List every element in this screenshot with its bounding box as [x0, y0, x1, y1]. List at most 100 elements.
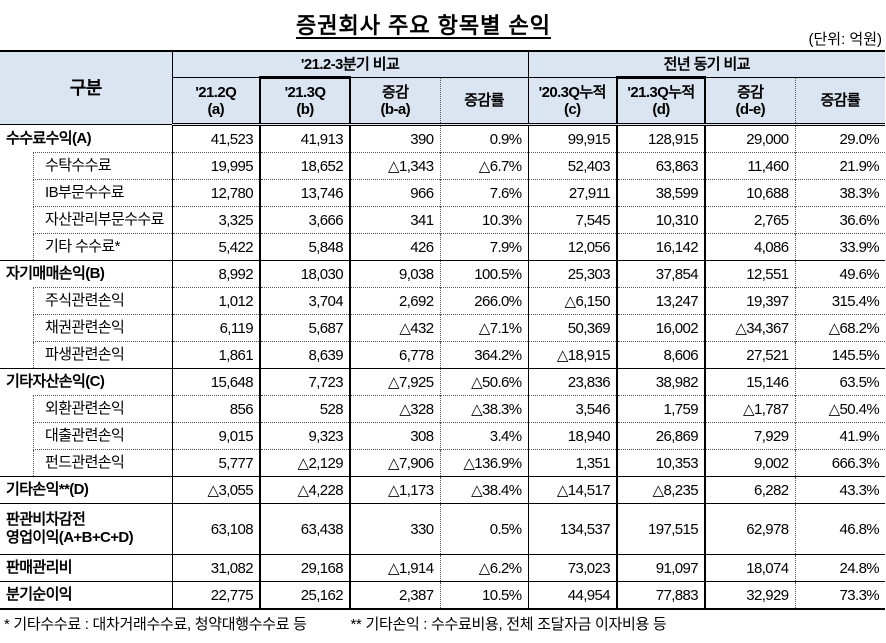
cell-value: 10.3% [439, 206, 529, 234]
column-header-line1: '21.2Q [195, 83, 237, 101]
cell-value: 44,954 [527, 581, 618, 610]
cell-value: 11,460 [704, 152, 796, 180]
cell-value: 128,915 [616, 124, 707, 153]
row-label: 수탁수수료 [0, 151, 172, 180]
cell-value: 12,551 [704, 260, 796, 288]
cell-value: △1,173 [349, 476, 440, 504]
row-label-text: 수탁수수료 [45, 157, 112, 174]
column-header: 증감 (b-a) [349, 77, 440, 126]
row-label-text: 채권관련손익 [45, 319, 125, 336]
cell-value: 9,002 [704, 449, 796, 477]
cell-value: △4,228 [259, 476, 351, 504]
table-row: 판관비차감전 영업이익(A+B+C+D) 63,108 63,438 330 0.5% 13… [0, 503, 886, 555]
cell-value: 63,863 [616, 152, 707, 180]
cell-value: △50.4% [794, 395, 886, 423]
row-label-text: 대출관련손익 [45, 427, 125, 444]
cell-value: △2,129 [259, 449, 351, 477]
row-label: 자산관리부문수수료 [0, 205, 172, 234]
row-label-text: 기타손익**(D) [6, 481, 89, 498]
cell-value: 8,606 [616, 341, 707, 369]
cell-value: 7,545 [527, 206, 618, 234]
cell-value: 3,546 [527, 395, 618, 423]
cell-value: 6,282 [704, 476, 796, 504]
column-header: 증감률 [794, 77, 886, 126]
cell-value: 73.3% [794, 581, 886, 610]
cell-value: 73,023 [527, 554, 618, 582]
cell-value: 666.3% [794, 449, 886, 477]
cell-value: 33.9% [794, 233, 886, 261]
cell-value: 5,777 [171, 449, 260, 477]
column-header-line1: '21.3Q [284, 84, 326, 101]
cell-value: 856 [171, 395, 260, 423]
cell-value: 52,403 [527, 152, 618, 180]
cell-value: 16,142 [616, 233, 707, 261]
table-row: 파생관련손익 1,861 8,639 6,778 364.2% △18,915 8,606 2… [0, 340, 886, 369]
cell-value: 38.3% [794, 179, 886, 207]
column-header-line2: (b) [296, 101, 314, 118]
cell-value: 0.9% [439, 124, 529, 153]
cell-value: 2,387 [349, 581, 440, 610]
row-label-text: 판매관리비 [6, 559, 73, 576]
cell-value: 46.8% [794, 503, 886, 555]
column-header: 증감률 [439, 77, 529, 126]
cell-value: 10.5% [439, 581, 529, 610]
cell-value: 21.9% [794, 152, 886, 180]
cell-value: 91,097 [616, 554, 707, 582]
table-row: IB부문수수료 12,780 13,746 966 7.6% 27,911 38,599 10… [0, 178, 886, 207]
column-header-line1: '21.3Q누적 [627, 84, 695, 101]
table-row: 판매관리비 31,082 29,168 △1,914 △6.2% 73,023 91,097… [0, 554, 886, 582]
cell-value: 134,537 [527, 503, 618, 555]
cell-value: △68.2% [794, 314, 886, 342]
cell-value: △136.9% [439, 449, 529, 477]
cell-value: 7,723 [259, 368, 351, 396]
cell-value: 9,015 [171, 422, 260, 450]
cell-value: 31,082 [171, 554, 260, 582]
cell-value: 2,692 [349, 287, 440, 315]
column-header: 증감 (d-e) [704, 77, 796, 126]
cell-value: 9,038 [349, 260, 440, 288]
cell-value: 22,775 [171, 581, 260, 610]
row-label: 기타 수수료* [0, 232, 172, 261]
unit-label: (단위: 억원) [808, 31, 882, 48]
cell-value: △3,055 [171, 476, 260, 504]
row-label: 외환관련손익 [0, 394, 172, 423]
cell-value: 36.6% [794, 206, 886, 234]
cell-value: 966 [349, 179, 440, 207]
profit-table: 구분 '21.2-3분기 비교 전년 동기 비교 '21.2Q (a) '21.3Q… [0, 50, 886, 610]
row-label-text: 분기순이익 [6, 586, 73, 603]
cell-value: 13,746 [259, 179, 351, 207]
row-label: 기타손익**(D) [0, 476, 172, 504]
cell-value: 26,869 [616, 422, 707, 450]
cell-value: 99,915 [527, 124, 618, 153]
cell-value: △7,906 [349, 449, 440, 477]
cell-value: 8,639 [259, 341, 351, 369]
row-label: IB부문수수료 [0, 178, 172, 207]
cell-value: 12,056 [527, 233, 618, 261]
cell-value: 4,086 [704, 233, 796, 261]
column-header: '21.3Q (b) [259, 76, 351, 126]
cell-value: △6,150 [527, 287, 618, 315]
cell-value: △6.7% [439, 152, 529, 180]
table-row: 대출관련손익 9,015 9,323 308 3.4% 18,940 26,869 7,929… [0, 421, 886, 450]
table-row: 자기매매손익(B) 8,992 18,030 9,038 100.5% 25,303 37,… [0, 260, 886, 288]
cell-value: △1,343 [349, 152, 440, 180]
column-header-line2: (d-e) [735, 100, 766, 118]
row-label-text: 기타자산손익(C) [6, 373, 105, 391]
cell-value: 6,119 [171, 314, 260, 342]
cell-value: 330 [349, 503, 440, 555]
table-row: 기타자산손익(C) 15,648 7,723 △7,925 △50.6% 23,836 38… [0, 368, 886, 396]
cell-value: 38,982 [616, 368, 707, 396]
cell-value: 13,247 [616, 287, 707, 315]
cell-value: 7.9% [439, 233, 529, 261]
cell-value: 38,599 [616, 179, 707, 207]
cell-value: 24.8% [794, 554, 886, 582]
cell-value: 15,146 [704, 368, 796, 396]
column-header: '21.3Q누적 (d) [616, 76, 707, 126]
row-label: 채권관련손익 [0, 313, 172, 342]
table-row: 수수료수익(A) 41,523 41,913 390 0.9% 99,915 128,915… [0, 124, 886, 153]
cell-value: 41.9% [794, 422, 886, 450]
cell-value: 29,000 [704, 124, 796, 153]
table-row: 기타손익**(D) △3,055 △4,228 △1,173 △38.4% △14,517… [0, 476, 886, 504]
row-label: 판매관리비 [0, 554, 172, 582]
cell-value: 10,310 [616, 206, 707, 234]
